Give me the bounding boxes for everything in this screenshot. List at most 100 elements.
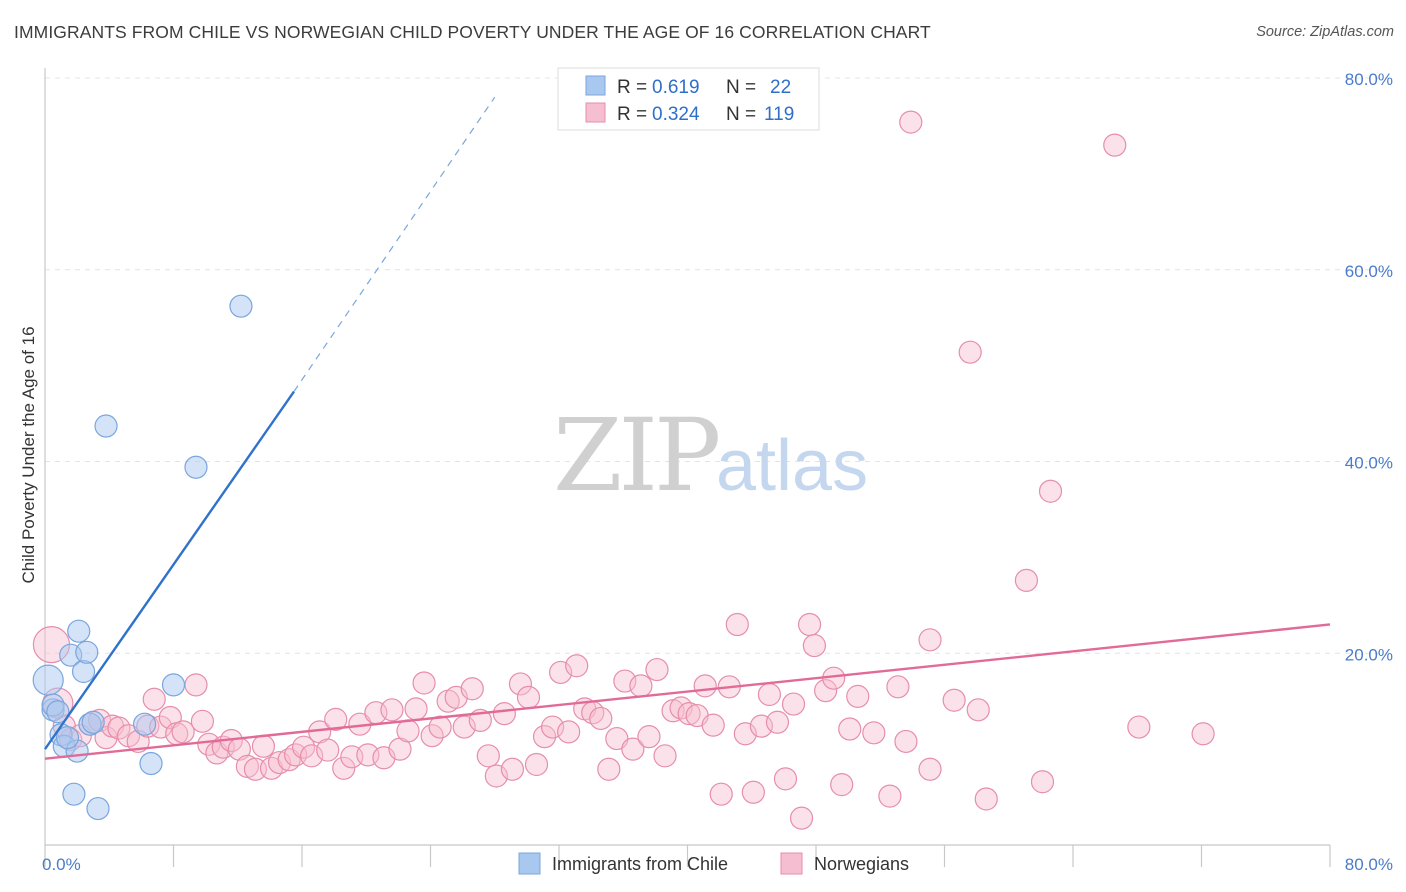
- norwegians-point: [190, 709, 215, 733]
- norwegians-point: [757, 682, 782, 707]
- norwegians-point: [184, 673, 208, 697]
- norwegians-point: [492, 702, 516, 726]
- gridlines: [45, 77, 1393, 654]
- norwegians-point: [741, 780, 765, 804]
- norwegians-point: [886, 675, 910, 699]
- norwegians-point: [789, 806, 814, 830]
- norwegians-point: [142, 687, 166, 711]
- chile-point: [132, 712, 157, 736]
- chile-point: [86, 796, 110, 821]
- chile-point: [32, 664, 64, 696]
- legend-swatch-norwegians: [585, 102, 606, 123]
- norwegians-point: [894, 729, 918, 754]
- chile-point: [62, 782, 86, 806]
- chile-point: [184, 455, 208, 479]
- norwegians-point: [1191, 722, 1215, 746]
- legend-r-label-chile: R =: [617, 77, 647, 98]
- chile-points: [32, 294, 253, 821]
- norwegians-point: [725, 612, 749, 637]
- norwegians-point: [709, 782, 733, 806]
- norwegians-point: [171, 720, 195, 744]
- norwegians-point: [420, 724, 444, 748]
- norwegians-point: [1014, 568, 1039, 592]
- watermark-atlas: atlas: [716, 426, 868, 506]
- norwegians-point: [94, 726, 118, 750]
- norwegians-point: [557, 720, 581, 744]
- norwegians-point: [1103, 133, 1127, 157]
- norwegians-point: [396, 719, 420, 743]
- norwegians-point: [324, 707, 348, 732]
- norwegians-point: [532, 725, 557, 749]
- norwegians-point: [460, 677, 484, 701]
- x-tick-label-max: 80.0%: [1345, 855, 1393, 874]
- norwegians-point: [802, 633, 826, 658]
- norwegians-point: [781, 692, 806, 716]
- norwegians-point: [500, 757, 525, 781]
- norwegians-point: [404, 697, 428, 721]
- chile-point: [161, 673, 186, 697]
- axes: [44, 68, 1331, 867]
- norwegians-point: [251, 734, 276, 758]
- legend-r-label-norwegians: R =: [617, 104, 647, 125]
- legend-n-value-chile: 22: [770, 77, 791, 98]
- x-tick-label-min: 0.0%: [42, 855, 81, 874]
- y-tick-label: 40.0%: [1345, 454, 1393, 473]
- y-tick-label: 20.0%: [1345, 645, 1393, 664]
- chile-point: [75, 640, 99, 664]
- norwegians-point: [974, 787, 998, 811]
- norwegians-point: [621, 737, 645, 761]
- norwegians-point: [597, 757, 621, 781]
- norwegians-point: [292, 735, 316, 759]
- chile-trend-extension: [293, 96, 496, 392]
- series-legend: Immigrants from Chile Norwegians: [518, 852, 909, 875]
- chart-title: IMMIGRANTS FROM CHILE VS NORWEGIAN CHILD…: [14, 22, 931, 42]
- y-axis-label: Child Poverty Under the Age of 16: [19, 326, 38, 583]
- norwegians-point: [637, 725, 661, 749]
- watermark: ZIP atlas: [553, 397, 868, 514]
- norwegians-point: [862, 721, 886, 745]
- norwegians-point: [653, 744, 677, 768]
- norwegians-point: [565, 654, 589, 678]
- norwegians-point: [476, 744, 500, 768]
- norwegians-point: [942, 688, 966, 712]
- chile-point: [71, 659, 96, 684]
- norwegians-point: [380, 698, 404, 722]
- chile-point: [81, 710, 105, 734]
- legend-n-value-norwegians: 119: [764, 104, 794, 125]
- norwegians-point: [701, 713, 725, 737]
- norwegians-point: [428, 715, 452, 739]
- norwegians-point: [797, 612, 822, 637]
- norwegians-point: [677, 702, 701, 726]
- norwegians-point: [629, 674, 653, 698]
- norwegians-point: [918, 628, 942, 652]
- norwegians-trend-line: [44, 623, 1331, 760]
- chile-point: [67, 619, 91, 643]
- norwegians-point: [878, 784, 902, 808]
- norwegians-point: [773, 767, 798, 791]
- norwegians-point: [516, 685, 541, 709]
- y-tick-label: 80.0%: [1345, 70, 1393, 89]
- norwegians-point: [197, 732, 221, 756]
- norwegians-point: [508, 672, 533, 696]
- norwegians-point: [830, 772, 854, 797]
- norwegians-point: [966, 698, 990, 722]
- chile-point: [229, 294, 253, 318]
- norwegians-point: [958, 340, 982, 364]
- norwegians-point: [846, 684, 870, 708]
- norwegians-point: [589, 706, 613, 731]
- norwegians-points: [32, 110, 1215, 830]
- bottom-legend-swatch-chile: [518, 852, 541, 875]
- chart-source: Source: ZipAtlas.com: [1256, 24, 1394, 40]
- bottom-legend-label-norwegians: Norwegians: [814, 854, 909, 874]
- norwegians-point: [693, 674, 717, 698]
- norwegians-point: [814, 679, 838, 703]
- trend-lines: [44, 96, 1331, 760]
- bottom-legend-swatch-norwegians: [780, 852, 803, 875]
- y-tick-labels: 20.0% 40.0% 60.0% 80.0%: [1345, 70, 1393, 664]
- legend-n-label-chile: N =: [726, 77, 756, 98]
- stats-legend: R = 0.619 N = 22 R = 0.324 N = 119: [557, 67, 820, 131]
- chile-point: [94, 414, 118, 438]
- norwegians-point: [645, 657, 669, 682]
- norwegians-point: [765, 710, 790, 734]
